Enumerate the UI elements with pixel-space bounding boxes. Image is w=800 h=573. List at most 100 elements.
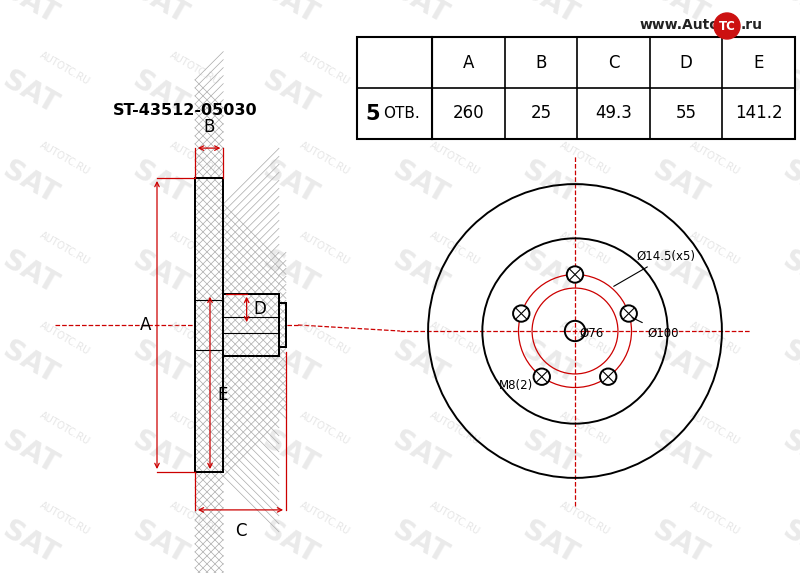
Text: AUTOTC.RU: AUTOTC.RU (428, 410, 482, 446)
Text: SAT: SAT (648, 246, 712, 300)
Text: AUTOTC.RU: AUTOTC.RU (168, 320, 222, 356)
Text: ST-43512-05030: ST-43512-05030 (113, 103, 258, 118)
Text: A: A (462, 53, 474, 72)
Text: D: D (680, 53, 693, 72)
Text: 55: 55 (675, 104, 697, 123)
Bar (279, 303, 286, 347)
Text: E: E (754, 53, 764, 72)
Text: SAT: SAT (0, 336, 62, 390)
Text: SAT: SAT (648, 0, 712, 30)
Text: 141.2: 141.2 (735, 104, 782, 123)
Bar (223, 294, 279, 356)
Text: SAT: SAT (388, 0, 452, 30)
Text: AUTOTC.RU: AUTOTC.RU (298, 320, 352, 356)
Text: Ø100: Ø100 (632, 317, 679, 339)
Bar (223, 294, 279, 356)
Text: SAT: SAT (258, 516, 322, 570)
Circle shape (513, 305, 530, 321)
Text: SAT: SAT (388, 246, 452, 300)
Text: AUTOTC.RU: AUTOTC.RU (688, 140, 742, 176)
Text: AUTOTC.RU: AUTOTC.RU (38, 140, 92, 176)
Text: AUTOTC.RU: AUTOTC.RU (168, 500, 222, 536)
Text: AUTOTC.RU: AUTOTC.RU (558, 500, 612, 536)
Bar (195, 178, 223, 472)
Circle shape (621, 305, 637, 321)
Text: SAT: SAT (778, 66, 800, 120)
Text: SAT: SAT (648, 336, 712, 390)
Text: E: E (217, 386, 227, 404)
Text: AUTOTC.RU: AUTOTC.RU (38, 50, 92, 87)
Text: M8(2): M8(2) (499, 374, 535, 392)
Text: SAT: SAT (0, 516, 62, 570)
Text: SAT: SAT (258, 246, 322, 300)
Text: AUTOTC.RU: AUTOTC.RU (38, 230, 92, 266)
Text: SAT: SAT (258, 336, 322, 390)
Text: AUTOTC.RU: AUTOTC.RU (298, 230, 352, 266)
Text: AUTOTC.RU: AUTOTC.RU (38, 500, 92, 536)
Text: SAT: SAT (128, 516, 192, 570)
Text: SAT: SAT (258, 426, 322, 480)
Text: AUTOTC.RU: AUTOTC.RU (688, 500, 742, 536)
Text: C: C (608, 53, 619, 72)
Text: Ø76: Ø76 (579, 327, 603, 339)
Text: AUTOTC.RU: AUTOTC.RU (38, 320, 92, 356)
Text: SAT: SAT (778, 156, 800, 210)
Text: AUTOTC.RU: AUTOTC.RU (298, 50, 352, 87)
Text: SAT: SAT (0, 426, 62, 480)
Text: AUTOTC.RU: AUTOTC.RU (688, 230, 742, 266)
Text: AUTOTC.RU: AUTOTC.RU (558, 50, 612, 87)
Text: AUTOTC.RU: AUTOTC.RU (688, 320, 742, 356)
Text: SAT: SAT (0, 156, 62, 210)
Text: AUTOTC.RU: AUTOTC.RU (168, 230, 222, 266)
Circle shape (534, 368, 550, 385)
Text: 49.3: 49.3 (595, 104, 632, 123)
Text: SAT: SAT (648, 66, 712, 120)
Text: AUTOTC.RU: AUTOTC.RU (688, 50, 742, 87)
Text: 25: 25 (530, 104, 551, 123)
Text: SAT: SAT (388, 156, 452, 210)
Text: SAT: SAT (128, 426, 192, 480)
Text: 5: 5 (366, 104, 380, 124)
Bar (279, 303, 286, 347)
Text: SAT: SAT (648, 516, 712, 570)
Text: D: D (254, 300, 266, 319)
Text: AUTOTC.RU: AUTOTC.RU (428, 140, 482, 176)
Bar (432, 37, 795, 139)
Text: SAT: SAT (518, 516, 582, 570)
Text: SAT: SAT (128, 0, 192, 30)
Text: AUTOTC.RU: AUTOTC.RU (558, 230, 612, 266)
Text: SAT: SAT (388, 336, 452, 390)
Text: SAT: SAT (128, 246, 192, 300)
Text: AUTOTC.RU: AUTOTC.RU (298, 500, 352, 536)
Text: B: B (203, 118, 215, 136)
Text: B: B (535, 53, 546, 72)
Text: AUTOTC.RU: AUTOTC.RU (558, 140, 612, 176)
Text: SAT: SAT (128, 156, 192, 210)
Text: SAT: SAT (778, 426, 800, 480)
Text: www.Auto: www.Auto (640, 18, 720, 32)
Circle shape (714, 13, 740, 39)
Text: SAT: SAT (258, 0, 322, 30)
Text: AUTOTC.RU: AUTOTC.RU (168, 410, 222, 446)
Text: SAT: SAT (388, 66, 452, 120)
Text: SAT: SAT (128, 336, 192, 390)
Text: AUTOTC.RU: AUTOTC.RU (168, 140, 222, 176)
Text: AUTOTC.RU: AUTOTC.RU (168, 50, 222, 87)
Text: AUTOTC.RU: AUTOTC.RU (298, 410, 352, 446)
Text: SAT: SAT (258, 66, 322, 120)
Text: SAT: SAT (518, 156, 582, 210)
Text: SAT: SAT (518, 66, 582, 120)
Text: AUTOTC.RU: AUTOTC.RU (38, 410, 92, 446)
Text: SAT: SAT (518, 336, 582, 390)
Text: AUTOTC.RU: AUTOTC.RU (688, 410, 742, 446)
Bar (357, 37, 432, 139)
Text: SAT: SAT (518, 246, 582, 300)
Text: AUTOTC.RU: AUTOTC.RU (558, 410, 612, 446)
Text: SAT: SAT (388, 426, 452, 480)
Text: AUTOTC.RU: AUTOTC.RU (428, 320, 482, 356)
Text: TC: TC (718, 19, 735, 33)
Text: 260: 260 (453, 104, 484, 123)
Text: SAT: SAT (778, 516, 800, 570)
Text: AUTOTC.RU: AUTOTC.RU (428, 50, 482, 87)
Text: SAT: SAT (128, 66, 192, 120)
